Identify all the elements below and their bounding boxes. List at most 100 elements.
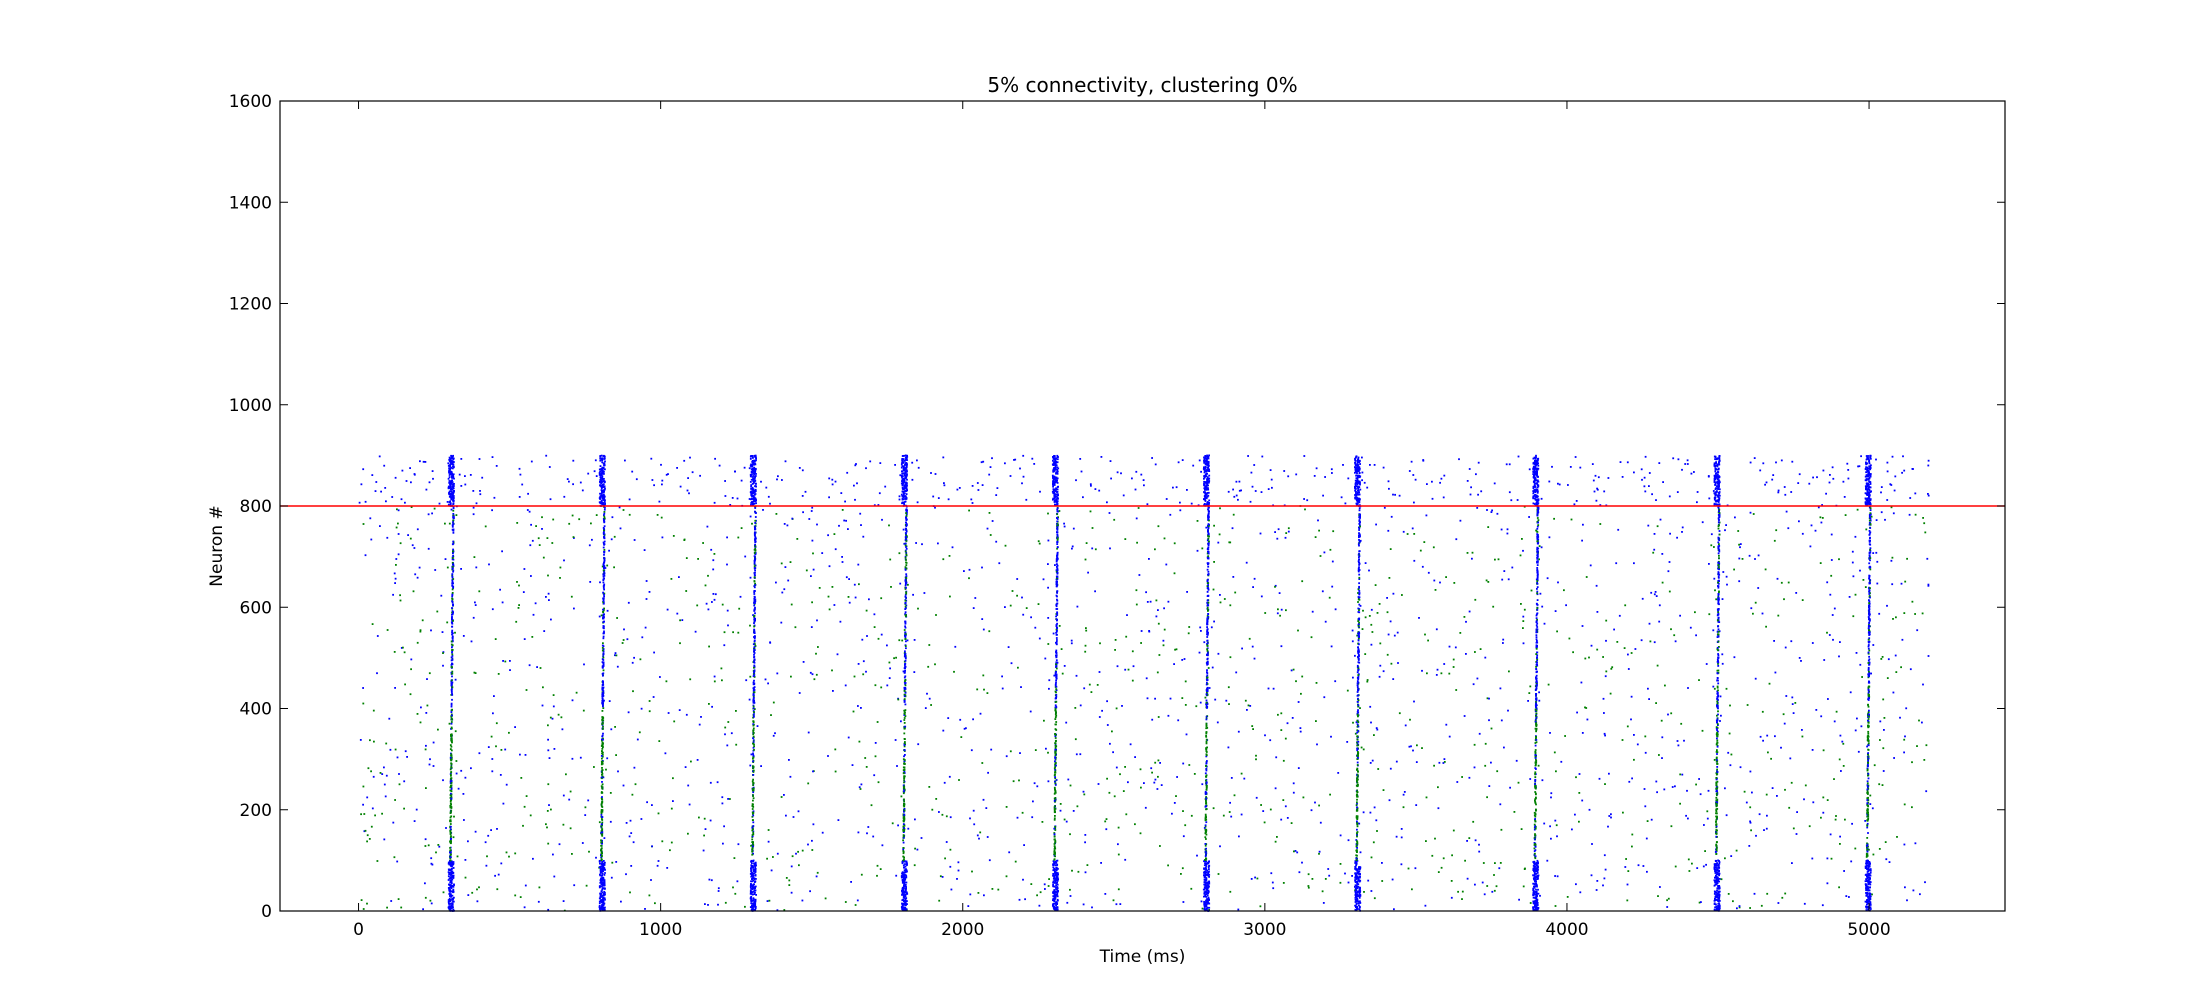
spike-point <box>1011 590 1014 592</box>
burst-spike-point <box>750 471 753 474</box>
spike-point <box>1922 683 1924 686</box>
burst-spike-point <box>599 501 601 504</box>
burst-spike-point <box>450 498 453 501</box>
spike-point <box>610 876 613 879</box>
spike-point <box>710 548 713 551</box>
spike-point <box>1137 507 1140 509</box>
spike-point <box>1491 509 1493 512</box>
burst-spike-point <box>451 588 454 591</box>
burst-spike-point <box>752 752 754 755</box>
spike-point <box>494 874 496 877</box>
spike-point <box>1369 762 1372 764</box>
spike-point <box>1765 625 1767 628</box>
burst-spike-point <box>752 806 755 808</box>
burst-spike-point <box>903 467 905 470</box>
spike-point <box>1184 824 1187 827</box>
spike-point <box>1871 807 1874 810</box>
spike-point <box>1851 561 1854 564</box>
spike-point <box>1558 483 1561 486</box>
burst-spike-point <box>603 566 605 569</box>
spike-point <box>1421 747 1423 749</box>
spike-point <box>1528 516 1530 518</box>
spike-point <box>794 626 797 629</box>
spike-point <box>943 482 945 484</box>
spike-point <box>726 563 728 566</box>
spike-point <box>750 753 753 756</box>
spike-point <box>1378 603 1381 605</box>
spike-point <box>661 536 664 539</box>
spike-point <box>812 770 814 773</box>
spike-point <box>1484 764 1487 767</box>
spike-point <box>1190 887 1193 890</box>
spike-point <box>1019 467 1021 470</box>
burst-spike-point <box>603 495 606 498</box>
spike-point <box>523 805 526 808</box>
spike-point <box>1466 840 1468 842</box>
spike-point <box>490 829 492 831</box>
spike-point <box>858 583 860 586</box>
burst-spike-point <box>751 780 754 783</box>
spike-point <box>551 542 554 544</box>
spike-point <box>1274 787 1277 790</box>
burst-spike-point <box>450 754 453 757</box>
spike-point <box>1832 638 1834 641</box>
spike-point <box>505 851 508 854</box>
spike-point <box>401 469 404 472</box>
spike-point <box>1091 527 1094 529</box>
spike-point <box>651 804 653 806</box>
spike-point <box>1216 721 1219 724</box>
burst-spike-point <box>600 776 603 779</box>
spike-point <box>1650 591 1653 594</box>
spike-point <box>838 524 840 527</box>
burst-spike-point <box>601 658 604 660</box>
spike-point <box>1090 691 1093 693</box>
burst-spike-point <box>903 891 905 894</box>
spike-point <box>1828 481 1831 484</box>
spike-point <box>1538 691 1540 694</box>
burst-spike-point <box>901 465 904 467</box>
spike-point <box>1764 483 1766 486</box>
burst-spike-point <box>750 468 753 471</box>
spike-point <box>888 661 891 664</box>
spike-point <box>430 629 432 632</box>
burst-spike-point <box>903 454 906 457</box>
burst-spike-point <box>601 828 604 831</box>
spike-point <box>1681 773 1684 776</box>
burst-spike-point <box>451 670 454 673</box>
spike-point <box>847 596 850 598</box>
spike-point <box>1301 861 1303 864</box>
spike-point <box>1830 533 1833 536</box>
burst-spike-point <box>904 669 906 672</box>
spike-point <box>1086 864 1089 866</box>
spike-point <box>1819 562 1822 564</box>
spike-point <box>1490 727 1493 730</box>
burst-spike-point <box>903 900 905 903</box>
burst-spike-point <box>753 622 755 624</box>
spike-point <box>1455 538 1458 541</box>
burst-spike-point <box>598 902 601 905</box>
spike-point <box>679 619 681 622</box>
burst-spike-point <box>452 611 454 613</box>
spike-point <box>440 594 443 597</box>
spike-point <box>848 601 851 604</box>
burst-spike-point <box>601 750 603 752</box>
burst-spike-point <box>902 488 905 491</box>
burst-spike-point <box>447 900 450 903</box>
spike-point <box>1443 761 1446 763</box>
burst-spike-point <box>903 860 906 863</box>
spike-point <box>474 601 476 604</box>
spike-point <box>418 566 421 569</box>
burst-spike-point <box>755 498 757 501</box>
spike-point <box>857 705 859 707</box>
spike-point <box>1198 459 1201 462</box>
spike-point <box>366 834 369 837</box>
spike-point <box>1347 477 1350 480</box>
burst-spike-point <box>752 903 755 905</box>
burst-spike-point <box>751 486 754 489</box>
burst-spike-point <box>906 482 908 484</box>
spike-point <box>532 613 535 616</box>
burst-spike-point <box>753 670 756 673</box>
spike-point <box>1822 469 1825 472</box>
burst-spike-point <box>753 650 755 653</box>
spike-point <box>1411 527 1414 530</box>
